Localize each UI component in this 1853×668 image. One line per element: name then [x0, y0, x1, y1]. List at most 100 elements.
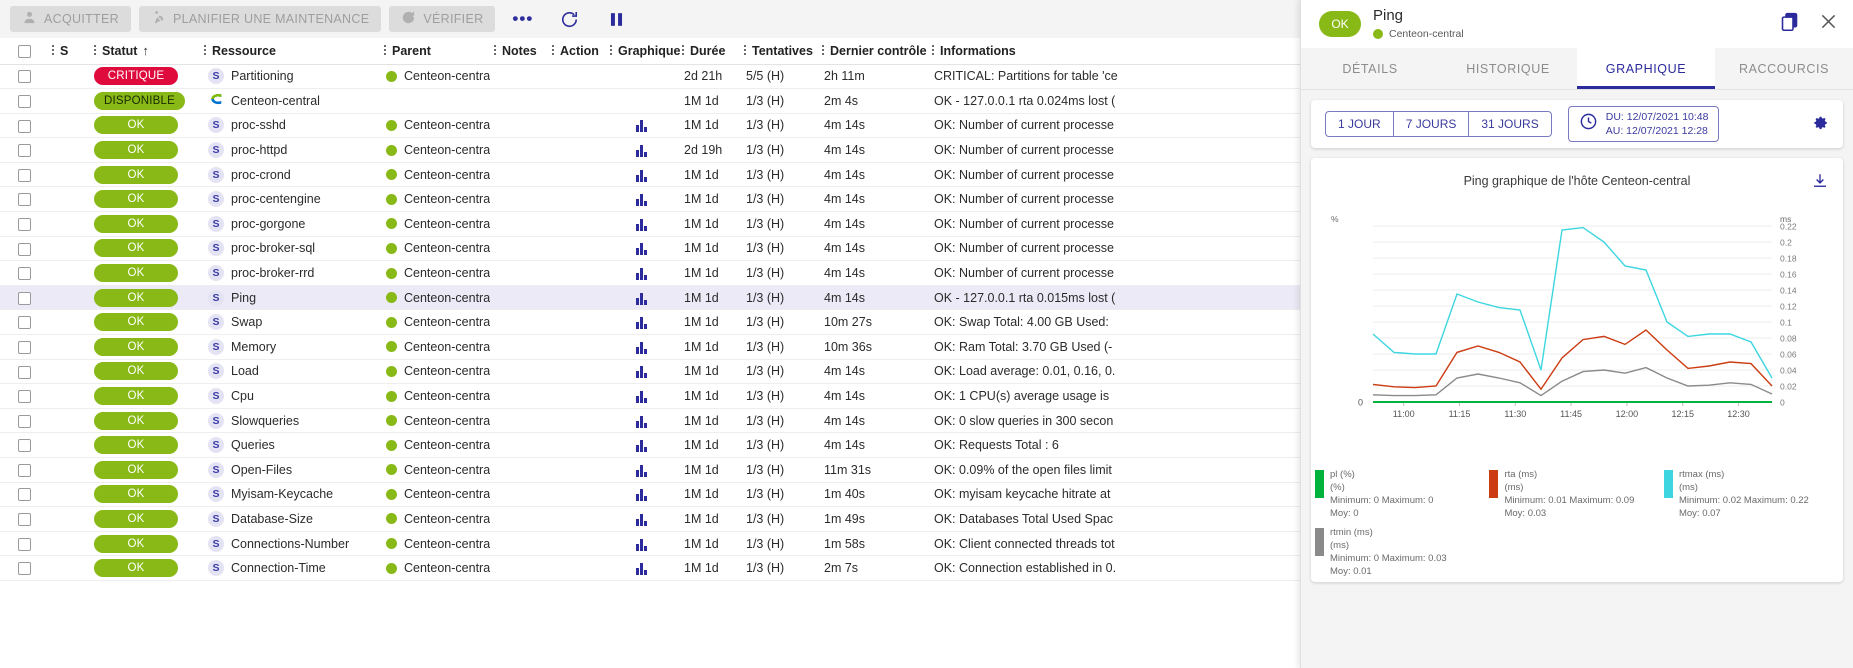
row-checkbox[interactable]	[18, 439, 31, 453]
verifier-button[interactable]: VÉRIFIER	[389, 6, 496, 32]
custom-date-range-button[interactable]: DU: 12/07/2021 10:48 AU: 12/07/2021 12:2…	[1567, 106, 1720, 142]
row-graph-cell[interactable]	[606, 334, 678, 360]
row-resource-cell[interactable]: S Load	[200, 359, 380, 385]
legend-item-pl[interactable]: pl (%) (%) Minimum: 0 Maximum: 0 Moy: 0	[1315, 468, 1489, 520]
table-row[interactable]: OK S Database-Size Centeon-central 1M 1d 1/3 …	[0, 506, 1306, 532]
graph-icon[interactable]	[636, 291, 649, 305]
row-select-cell[interactable]	[0, 309, 48, 336]
graph-icon[interactable]	[636, 217, 649, 231]
row-checkbox[interactable]	[18, 267, 31, 281]
graph-icon[interactable]	[636, 537, 649, 551]
row-graph-cell[interactable]	[606, 359, 678, 385]
row-resource-cell[interactable]: S Connection-Time	[200, 555, 380, 581]
table-row[interactable]: OK S Slowqueries Centeon-central 1M 1d 1/3 (H…	[0, 408, 1306, 434]
row-graph-cell[interactable]	[606, 432, 678, 458]
table-row[interactable]: CRITIQUE S Partitioning Centeon-central 2d 2…	[0, 64, 1306, 90]
row-parent-cell[interactable]: Centeon-central	[380, 162, 490, 188]
row-checkbox[interactable]	[18, 119, 31, 133]
table-row[interactable]: OK S Ping Centeon-central 1M 1d 1/3 (H) 4m 14s…	[0, 285, 1306, 311]
row-parent-cell[interactable]: Centeon-central	[380, 555, 490, 581]
drag-handle-icon[interactable]	[380, 44, 390, 57]
graph-icon[interactable]	[636, 143, 649, 158]
row-select-cell[interactable]	[0, 482, 48, 508]
graph-icon[interactable]	[636, 463, 649, 477]
row-checkbox[interactable]	[18, 414, 31, 428]
row-checkbox[interactable]	[18, 94, 31, 108]
row-graph-cell[interactable]	[606, 211, 678, 237]
table-row[interactable]: OK S Open-Files Centeon-central 1M 1d 1/3 (H)…	[0, 457, 1306, 483]
row-resource-cell[interactable]: S Myisam-Keycache	[200, 482, 380, 508]
planifier-maintenance-button[interactable]: PLANIFIER UNE MAINTENANCE	[138, 6, 382, 32]
col-header-s[interactable]: S	[48, 38, 90, 65]
graph-icon[interactable]	[636, 487, 649, 502]
col-header-ressource[interactable]: Ressource	[200, 38, 380, 65]
col-header-dernier-controle[interactable]: Dernier contrôle	[818, 38, 928, 65]
table-row[interactable]: OK S Load Centeon-central 1M 1d 1/3 (H) 4m 14s…	[0, 359, 1306, 385]
row-resource-cell[interactable]: S Queries	[200, 432, 380, 458]
graph-icon[interactable]	[636, 168, 649, 182]
row-checkbox[interactable]	[18, 70, 31, 84]
row-parent-cell[interactable]: Centeon-central	[380, 408, 490, 434]
row-checkbox[interactable]	[18, 513, 31, 527]
row-graph-cell[interactable]	[606, 506, 678, 532]
graph-icon[interactable]	[636, 241, 649, 256]
row-checkbox[interactable]	[18, 488, 31, 502]
row-parent-cell[interactable]: Centeon-central	[380, 285, 490, 311]
row-resource-cell[interactable]: S Slowqueries	[200, 408, 380, 434]
table-row[interactable]: DISPONIBLE Centeon-central 1M 1d 1/3 (H) 2m …	[0, 88, 1306, 114]
row-checkbox[interactable]	[18, 316, 31, 330]
row-parent-cell[interactable]: Centeon-central	[380, 334, 490, 360]
graph-icon[interactable]	[636, 389, 649, 404]
row-checkbox[interactable]	[18, 144, 31, 158]
row-graph-cell[interactable]	[606, 236, 678, 262]
select-all-checkbox[interactable]	[18, 44, 31, 58]
row-select-cell[interactable]	[0, 555, 48, 581]
col-header-duree[interactable]: Durée	[678, 38, 740, 65]
graph-icon[interactable]	[636, 438, 649, 453]
col-header-graphique[interactable]: Graphique	[606, 38, 681, 65]
row-parent-cell[interactable]: Centeon-central	[380, 531, 490, 557]
row-checkbox[interactable]	[18, 217, 31, 231]
drag-handle-icon[interactable]	[818, 44, 828, 57]
range-1-jour-button[interactable]: 1 JOUR	[1326, 112, 1394, 136]
row-parent-cell[interactable]: Centeon-central	[380, 236, 490, 262]
row-resource-cell[interactable]: S Database-Size	[200, 506, 380, 532]
row-checkbox[interactable]	[18, 340, 31, 354]
drag-handle-icon[interactable]	[548, 44, 558, 57]
resources-table-container[interactable]: S Statut ↑ Ressource Parent	[0, 38, 1306, 668]
row-parent-cell[interactable]	[380, 88, 490, 114]
graph-icon[interactable]	[636, 118, 649, 133]
row-select-cell[interactable]	[0, 432, 48, 458]
refresh-button[interactable]	[550, 10, 589, 29]
row-parent-cell[interactable]: Centeon-central	[380, 506, 490, 532]
row-select-cell[interactable]	[0, 506, 48, 532]
gear-icon[interactable]	[1811, 113, 1829, 136]
range-7-jours-button[interactable]: 7 JOURS	[1394, 112, 1470, 136]
graph-icon[interactable]	[636, 561, 649, 576]
drag-handle-icon[interactable]	[678, 44, 688, 57]
row-parent-cell[interactable]: Centeon-central	[380, 113, 490, 139]
row-resource-cell[interactable]: S Open-Files	[200, 457, 380, 483]
row-resource-cell[interactable]: S Ping	[200, 285, 380, 311]
download-icon[interactable]	[1811, 172, 1829, 195]
row-parent-cell[interactable]: Centeon-central	[380, 457, 490, 483]
row-select-cell[interactable]	[0, 457, 48, 483]
row-checkbox[interactable]	[18, 242, 31, 256]
drag-handle-icon[interactable]	[200, 44, 210, 57]
row-select-cell[interactable]	[0, 531, 48, 557]
row-select-cell[interactable]	[0, 211, 48, 237]
row-checkbox[interactable]	[18, 365, 31, 379]
row-checkbox[interactable]	[18, 291, 31, 305]
col-header-statut[interactable]: Statut ↑	[90, 38, 200, 65]
row-checkbox[interactable]	[18, 193, 31, 207]
tab-details[interactable]: DÉTAILS	[1301, 48, 1439, 89]
row-select-cell[interactable]	[0, 285, 48, 311]
col-header-parent[interactable]: Parent	[380, 38, 490, 65]
